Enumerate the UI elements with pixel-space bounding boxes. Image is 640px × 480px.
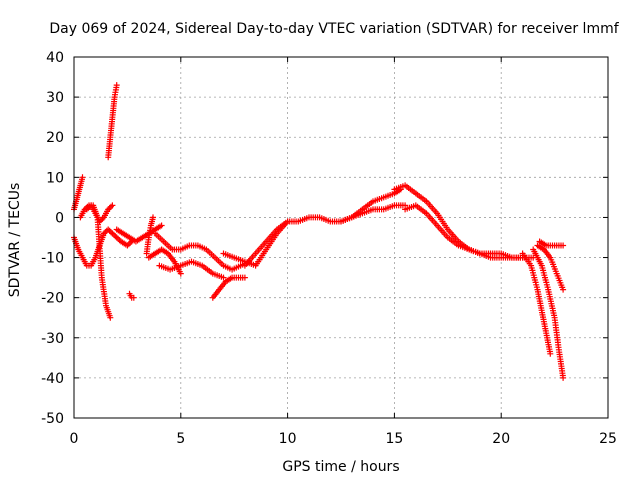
y-tick-label: -10	[41, 251, 64, 267]
series-arc-9	[145, 246, 184, 277]
grid-lines	[74, 57, 608, 418]
data-point	[560, 242, 567, 249]
series-arc-14	[241, 202, 409, 269]
data-point	[83, 206, 90, 213]
data-point	[547, 350, 554, 357]
y-tick-label: -40	[41, 371, 64, 387]
y-tick-label: 40	[46, 50, 64, 66]
series-arc-1	[71, 174, 86, 213]
y-tick-label: -30	[41, 331, 64, 347]
data-point	[113, 82, 120, 89]
y-tick-label: -50	[41, 411, 64, 427]
y-tick-label: 30	[46, 90, 64, 106]
x-tick-label: 25	[599, 431, 617, 447]
series-arc-23	[536, 238, 567, 249]
data-point	[560, 374, 567, 381]
y-tick-label: 10	[46, 170, 64, 186]
x-axis-label: GPS time / hours	[282, 459, 399, 475]
series-arc-22	[534, 242, 567, 293]
data-point	[130, 294, 137, 301]
series-arc-4	[83, 202, 116, 225]
x-tick-label: 10	[279, 431, 297, 447]
data-point	[158, 222, 165, 229]
series-arc-6	[126, 290, 137, 301]
x-tick-label: 20	[492, 431, 510, 447]
series-arc-11	[156, 258, 227, 281]
axis-ticks: 0 5 10 15 20 25 -50 -40 -30 -20 -10 0 10 20 30 40	[41, 50, 617, 447]
data-point	[150, 214, 156, 221]
series-arc-21	[530, 246, 567, 381]
data-point	[220, 274, 227, 281]
y-tick-label: -20	[41, 291, 64, 307]
chart-title: Day 069 of 2024, Sidereal Day-to-day VTE…	[49, 21, 619, 37]
data-point	[107, 314, 114, 321]
y-axis-label: SDTVAR / TECUs	[7, 183, 23, 298]
series-arc-8	[143, 214, 156, 257]
data-point	[109, 202, 116, 209]
x-tick-label: 15	[385, 431, 403, 447]
plot-frame	[73, 56, 609, 419]
y-tick-label: 0	[55, 210, 64, 226]
series-arc-19	[487, 250, 526, 261]
series-arc-16	[391, 182, 483, 257]
data-point	[241, 274, 248, 281]
x-tick-label: 0	[70, 431, 79, 447]
x-tick-label: 5	[176, 431, 185, 447]
series-arc-20	[519, 250, 554, 357]
series-arc-12	[209, 274, 248, 301]
series-arc-5	[105, 82, 120, 161]
series-arc-17	[402, 202, 494, 257]
y-tick-label: 20	[46, 130, 64, 146]
series-arc-7	[113, 222, 165, 245]
data-point	[560, 286, 567, 293]
data-point	[177, 270, 184, 277]
data-points	[71, 82, 567, 381]
data-point	[79, 174, 86, 181]
